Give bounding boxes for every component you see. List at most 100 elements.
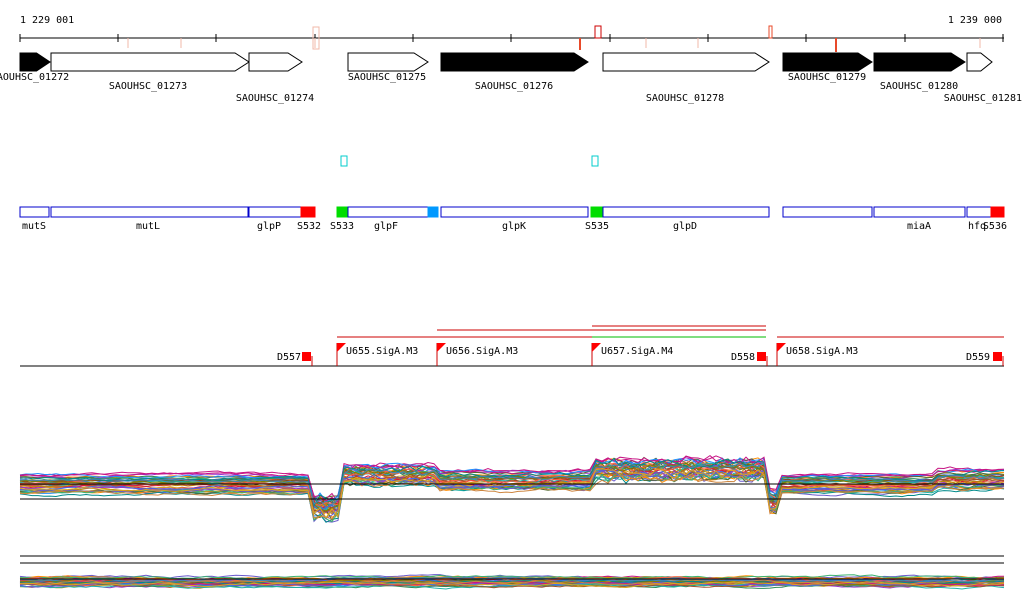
- tu-label: U656.SigA.M3: [446, 346, 518, 357]
- tu-u656-siga-m3[interactable]: U656.SigA.M3: [436, 343, 518, 366]
- tu-label: U658.SigA.M3: [786, 346, 858, 357]
- gene-box[interactable]: [19, 206, 50, 218]
- downshift-marker[interactable]: [993, 352, 1002, 361]
- gene-box[interactable]: [782, 206, 873, 218]
- expression-profile: [19, 460, 1005, 509]
- ruler-feature-marks: [127, 25, 981, 52]
- gene-glpf[interactable]: glpF: [347, 206, 438, 232]
- locus-arrow[interactable]: [50, 52, 250, 72]
- gene-label: S533: [330, 221, 354, 232]
- locus-arrow[interactable]: [966, 52, 993, 72]
- locus-arrow[interactable]: [347, 52, 429, 72]
- small-feature-box[interactable]: [340, 155, 348, 167]
- coordinate-ruler: 1 229 001 1 239 000: [19, 15, 1004, 52]
- locus-arrow[interactable]: [248, 52, 303, 72]
- locus-arrow[interactable]: [19, 52, 51, 72]
- downshift-marker[interactable]: [757, 352, 766, 361]
- tu-label: D557: [277, 352, 301, 363]
- gene-glpp[interactable]: glpP: [248, 206, 302, 232]
- small-feature-track: [340, 155, 599, 167]
- expression-profile: [19, 461, 1005, 512]
- gene-glpk[interactable]: glpK: [440, 206, 589, 232]
- expression-profile: [19, 473, 1005, 520]
- segment-box[interactable]: [990, 206, 1005, 218]
- locus-tag-label: SAOUHSC_01274: [236, 93, 314, 104]
- locus-arrow[interactable]: [782, 52, 873, 72]
- locus-tag-label: SAOUHSC_01280: [880, 81, 958, 92]
- gene-label: glpP: [257, 221, 281, 232]
- segment-box[interactable]: [427, 206, 439, 218]
- gene-box[interactable]: [440, 206, 589, 218]
- locus-tag-label: SAOUHSC_01275: [348, 72, 426, 83]
- upshift-flag[interactable]: [777, 343, 786, 352]
- gene-box[interactable]: [966, 206, 992, 218]
- segment-box[interactable]: [300, 206, 316, 218]
- locus-tag-saouhsc_01279[interactable]: SAOUHSC_01279: [782, 52, 873, 83]
- gene-label: S536: [983, 221, 1007, 232]
- tu-d559[interactable]: D559: [966, 352, 1004, 366]
- locus-tag-label: SAOUHSC_01273: [109, 81, 187, 92]
- expression-profile: [19, 468, 1005, 519]
- expression-profile: [19, 579, 1005, 586]
- gene-box[interactable]: [602, 206, 770, 218]
- gene-box[interactable]: [347, 206, 438, 218]
- gene-muts[interactable]: mutS: [19, 206, 50, 232]
- locus-tag-label: SAOUHSC_01279: [788, 72, 866, 83]
- locus-arrow[interactable]: [440, 52, 589, 72]
- tu-u657-siga-m4[interactable]: U657.SigA.M4: [591, 343, 673, 366]
- tu-label: D558: [731, 352, 755, 363]
- ruler-end-label: 1 239 000: [948, 15, 1002, 26]
- locus-tag-label: SAOUHSC_01276: [475, 81, 553, 92]
- upshift-flag[interactable]: [437, 343, 446, 352]
- segment-box[interactable]: [336, 206, 349, 218]
- gene-mutl[interactable]: mutL: [50, 206, 249, 232]
- gene-label: miaA: [907, 221, 931, 232]
- locus-arrow[interactable]: [873, 52, 966, 72]
- locus-tag-saouhsc_01281[interactable]: SAOUHSC_01281: [944, 52, 1022, 104]
- gene-label: hfq: [968, 221, 986, 232]
- gene-label: S535: [585, 221, 609, 232]
- ruler-mark: [594, 25, 602, 39]
- ruler-mark: [312, 26, 320, 50]
- tu-label: U655.SigA.M3: [346, 346, 418, 357]
- gene-label: glpF: [374, 221, 398, 232]
- expression-track-1: [19, 454, 1005, 523]
- gene-glpd[interactable]: glpD: [602, 206, 770, 232]
- expression-profile: [19, 574, 1005, 580]
- tu-label: U657.SigA.M4: [601, 346, 673, 357]
- gene-label: S532: [297, 221, 321, 232]
- locus-tag-saouhsc_01280[interactable]: SAOUHSC_01280: [873, 52, 966, 92]
- expression-profile: [19, 581, 1005, 589]
- ruler-mark: [768, 25, 773, 39]
- segment-box[interactable]: [590, 206, 604, 218]
- gene-box[interactable]: [50, 206, 249, 218]
- gene-box[interactable]: [248, 206, 302, 218]
- tu-u655-siga-m3[interactable]: U655.SigA.M3: [336, 343, 418, 366]
- expression-profiles: [19, 574, 1005, 590]
- gene-track: mutS mutL glpP S532 S533 glpF glpK S535 glpD miaA…: [19, 206, 1007, 232]
- locus-tag-saouhsc_01275[interactable]: SAOUHSC_01275: [347, 52, 429, 83]
- gene-miaa[interactable]: miaA: [873, 206, 966, 232]
- downshift-marker[interactable]: [302, 352, 311, 361]
- locus-tag-label: SAOUHSC_01281: [944, 93, 1022, 104]
- ruler-start-label: 1 229 001: [20, 15, 74, 26]
- expression-profiles: [19, 454, 1005, 523]
- gene-box[interactable]: [873, 206, 966, 218]
- gene-s536[interactable]: S536: [983, 206, 1007, 232]
- tu-d558[interactable]: D558: [731, 352, 768, 366]
- locus-tag-saouhsc_01273[interactable]: SAOUHSC_01273: [50, 52, 250, 92]
- locus-tag-saouhsc_01278[interactable]: SAOUHSC_01278: [602, 52, 770, 104]
- tu-d557[interactable]: D557: [277, 352, 313, 366]
- small-feature-box[interactable]: [591, 155, 599, 167]
- locus-tag-saouhsc_01272[interactable]: SAOUHSC_01272: [0, 52, 69, 83]
- expression-profile: [19, 455, 1005, 504]
- upshift-flag[interactable]: [337, 343, 346, 352]
- gene-s532[interactable]: S532: [297, 206, 321, 232]
- locus-arrow[interactable]: [602, 52, 770, 72]
- upshift-flag[interactable]: [592, 343, 601, 352]
- locus-tag-saouhsc_01274[interactable]: SAOUHSC_01274: [236, 52, 314, 104]
- tu-label: D559: [966, 352, 990, 363]
- tu-u658-siga-m3[interactable]: U658.SigA.M3: [776, 343, 858, 366]
- locus-tag-saouhsc_01276[interactable]: SAOUHSC_01276: [440, 52, 589, 92]
